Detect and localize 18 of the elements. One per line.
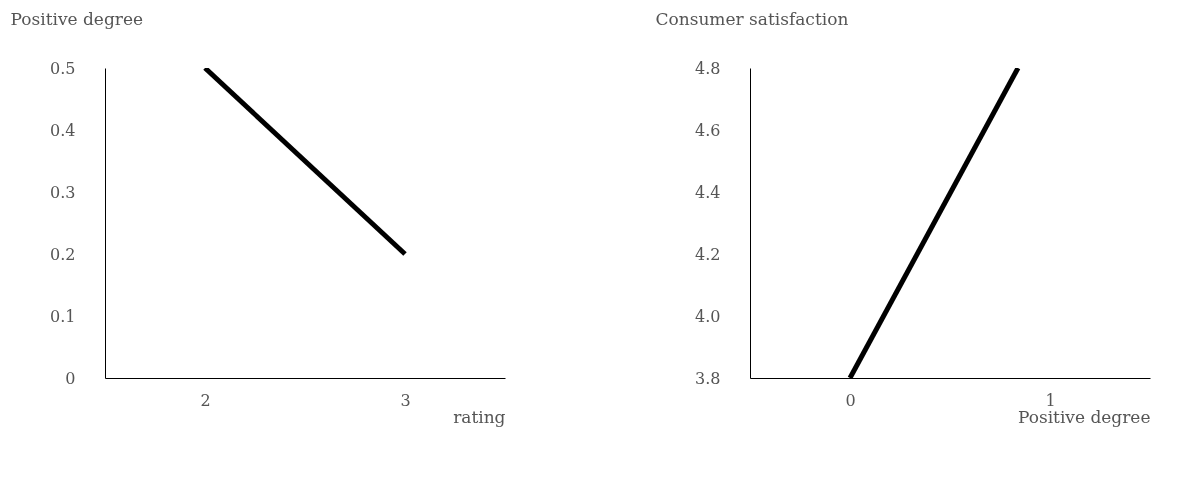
y-tick-label: 3.8 — [695, 368, 721, 388]
y-tick-label: 0 — [65, 368, 76, 388]
y-tick-label: 4.8 — [695, 58, 721, 78]
y-tick-label: 0.1 — [50, 306, 76, 326]
x-tick-label: 3 — [400, 390, 411, 410]
y-tick-label: 4.2 — [695, 244, 721, 264]
y-axis-title: Consumer satisfaction — [655, 8, 849, 29]
y-tick-label: 4.6 — [695, 120, 721, 140]
y-tick-label: 0.5 — [50, 58, 76, 78]
y-tick-label: 4.0 — [695, 306, 721, 326]
x-tick-label: 2 — [200, 390, 211, 410]
y-tick-label: 0.3 — [50, 182, 76, 202]
y-axis-title: Positive degree — [10, 8, 144, 29]
y-tick-label: 4.4 — [695, 182, 721, 202]
y-tick-label: 0.2 — [50, 244, 76, 264]
y-tick-label: 0.4 — [50, 120, 76, 140]
x-tick-label: 0 — [845, 390, 856, 410]
x-axis-title: rating — [453, 406, 506, 427]
